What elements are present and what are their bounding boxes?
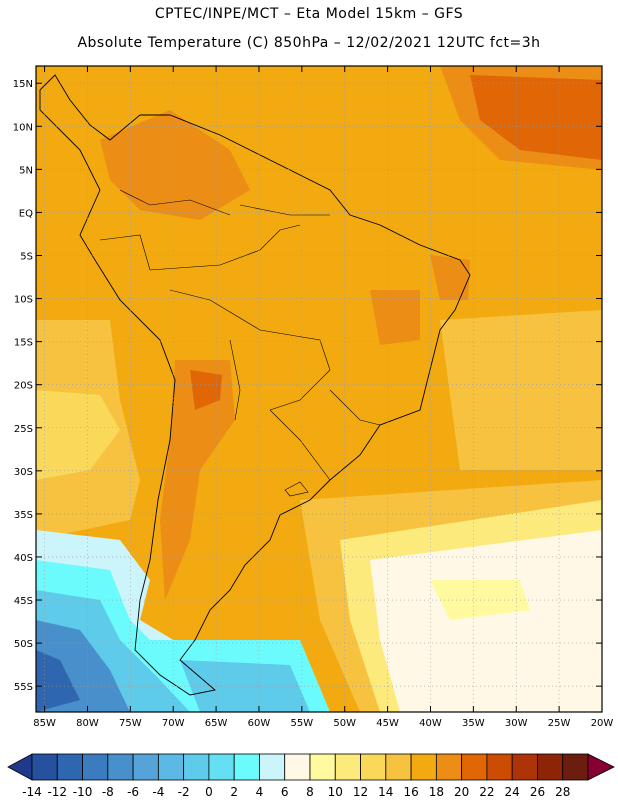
field-andes-north bbox=[100, 110, 250, 220]
lon-label: 40W bbox=[419, 718, 442, 729]
lon-label: 85W bbox=[33, 718, 56, 729]
field-east-atlantic bbox=[440, 310, 602, 470]
lat-label: 10S bbox=[14, 295, 33, 306]
color-legend-labels: -14 -12 -10 -8 -6 -4 -2 0 2 4 6 8 10 12 14 16 18 20 22 24 26… bbox=[22, 785, 570, 799]
country-borders bbox=[99, 189, 381, 481]
map-frame bbox=[35, 65, 603, 713]
legend-swatch bbox=[259, 753, 286, 781]
lat-label: 5N bbox=[19, 165, 33, 176]
lon-label: 20W bbox=[591, 718, 614, 729]
legend-label: 18 bbox=[429, 785, 444, 799]
legend-label: 4 bbox=[256, 785, 264, 799]
legend-label: -6 bbox=[127, 785, 139, 799]
map-field bbox=[36, 66, 602, 712]
legend-label: 10 bbox=[328, 785, 343, 799]
lat-label: 15S bbox=[14, 338, 33, 349]
legend-arrow-high bbox=[587, 753, 615, 781]
legend-arrow-low bbox=[7, 753, 33, 781]
lat-label: 55S bbox=[14, 682, 33, 693]
legend-swatch bbox=[486, 753, 513, 781]
legend-swatch bbox=[31, 753, 58, 781]
map-title-line-1: CPTEC/INPE/MCT – Eta Model 15km – GFS bbox=[154, 6, 464, 22]
legend-label: 24 bbox=[505, 785, 520, 799]
axis-ticks bbox=[36, 66, 603, 712]
lon-label: 65W bbox=[205, 718, 228, 729]
field-ne-brazil bbox=[430, 255, 470, 300]
field-ne-red bbox=[470, 75, 602, 160]
legend-swatch bbox=[410, 753, 437, 781]
legend-label: -12 bbox=[47, 785, 67, 799]
legend-label: -14 bbox=[22, 785, 42, 799]
coastline bbox=[39, 74, 471, 696]
legend-swatch bbox=[157, 753, 185, 781]
legend-swatch bbox=[562, 753, 589, 781]
legend-label: 6 bbox=[281, 785, 289, 799]
longitude-labels: 85W 80W 75W 70W 65W 60W 55W 50W 45W 40W 35W 30W 25W 2… bbox=[33, 718, 613, 729]
color-legend bbox=[7, 753, 615, 781]
legend-swatch bbox=[107, 753, 134, 781]
legend-swatch bbox=[56, 753, 83, 781]
lat-label: 10N bbox=[13, 122, 33, 133]
lat-label: 5S bbox=[20, 251, 33, 262]
lat-label: 40S bbox=[14, 553, 33, 564]
legend-swatch bbox=[511, 753, 538, 781]
legend-swatch bbox=[461, 753, 488, 781]
legend-swatch bbox=[82, 753, 109, 781]
legend-label: 16 bbox=[403, 785, 418, 799]
lat-label: 45S bbox=[14, 596, 33, 607]
legend-label: -8 bbox=[102, 785, 114, 799]
lon-label: 30W bbox=[505, 718, 528, 729]
legend-label: -4 bbox=[152, 785, 164, 799]
field-atlantic-pale bbox=[370, 530, 602, 712]
lat-label: 50S bbox=[14, 639, 33, 650]
field-pacific-light bbox=[36, 390, 120, 480]
field-brazil-highland bbox=[370, 290, 420, 345]
lon-label: 70W bbox=[162, 718, 185, 729]
legend-swatch bbox=[208, 753, 235, 781]
legend-swatch bbox=[233, 753, 260, 781]
legend-swatch bbox=[360, 753, 387, 781]
legend-label: 14 bbox=[378, 785, 393, 799]
legend-swatch bbox=[435, 753, 463, 781]
lon-label: 50W bbox=[333, 718, 356, 729]
lagoon bbox=[284, 481, 309, 497]
legend-swatch bbox=[537, 753, 564, 781]
field-andes-south bbox=[160, 360, 235, 600]
legend-label: 0 bbox=[205, 785, 213, 799]
lon-label: 25W bbox=[548, 718, 571, 729]
legend-label: 22 bbox=[479, 785, 494, 799]
legend-label: 8 bbox=[306, 785, 314, 799]
lat-label: EQ bbox=[19, 208, 33, 219]
legend-label: -10 bbox=[73, 785, 93, 799]
lon-label: 60W bbox=[248, 718, 271, 729]
lat-label: 25S bbox=[14, 424, 33, 435]
legend-swatch bbox=[132, 753, 159, 781]
legend-label: 28 bbox=[555, 785, 570, 799]
legend-label: 2 bbox=[230, 785, 238, 799]
lon-label: 45W bbox=[376, 718, 399, 729]
lon-label: 35W bbox=[462, 718, 485, 729]
field-altiplano bbox=[190, 370, 222, 410]
legend-swatch bbox=[183, 753, 210, 781]
lat-label: 15N bbox=[13, 79, 33, 90]
legend-label: -2 bbox=[178, 785, 190, 799]
latitude-labels: 15N 10N 5N EQ 5S 10S 15S 20S 25S 30S 35S 40S 45S 50S 5… bbox=[13, 79, 33, 693]
lat-label: 20S bbox=[14, 381, 33, 392]
lon-label: 80W bbox=[76, 718, 99, 729]
legend-swatch bbox=[385, 753, 412, 781]
lon-label: 75W bbox=[119, 718, 142, 729]
legend-swatch bbox=[334, 753, 361, 781]
legend-label: 26 bbox=[530, 785, 545, 799]
lat-label: 30S bbox=[14, 467, 33, 478]
legend-label: 20 bbox=[454, 785, 469, 799]
field-south-deepest bbox=[36, 650, 80, 712]
map-title-line-2: Absolute Temperature (C) 850hPa – 12/02/… bbox=[77, 35, 541, 51]
legend-swatch bbox=[309, 753, 336, 781]
lon-label: 55W bbox=[291, 718, 314, 729]
lat-label: 35S bbox=[14, 510, 33, 521]
legend-label: 12 bbox=[353, 785, 368, 799]
legend-swatch bbox=[284, 753, 311, 781]
